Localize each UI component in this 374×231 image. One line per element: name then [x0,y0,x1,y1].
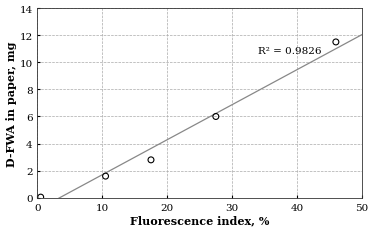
Point [38,195,44,199]
Point [148,158,154,162]
Point [213,115,219,119]
X-axis label: Fluorescence index, %: Fluorescence index, % [130,215,269,225]
Point [333,41,339,45]
Text: R² = 0.9826: R² = 0.9826 [258,46,322,55]
Point [102,174,108,178]
Y-axis label: D-FWA in paper, mg: D-FWA in paper, mg [6,41,16,166]
